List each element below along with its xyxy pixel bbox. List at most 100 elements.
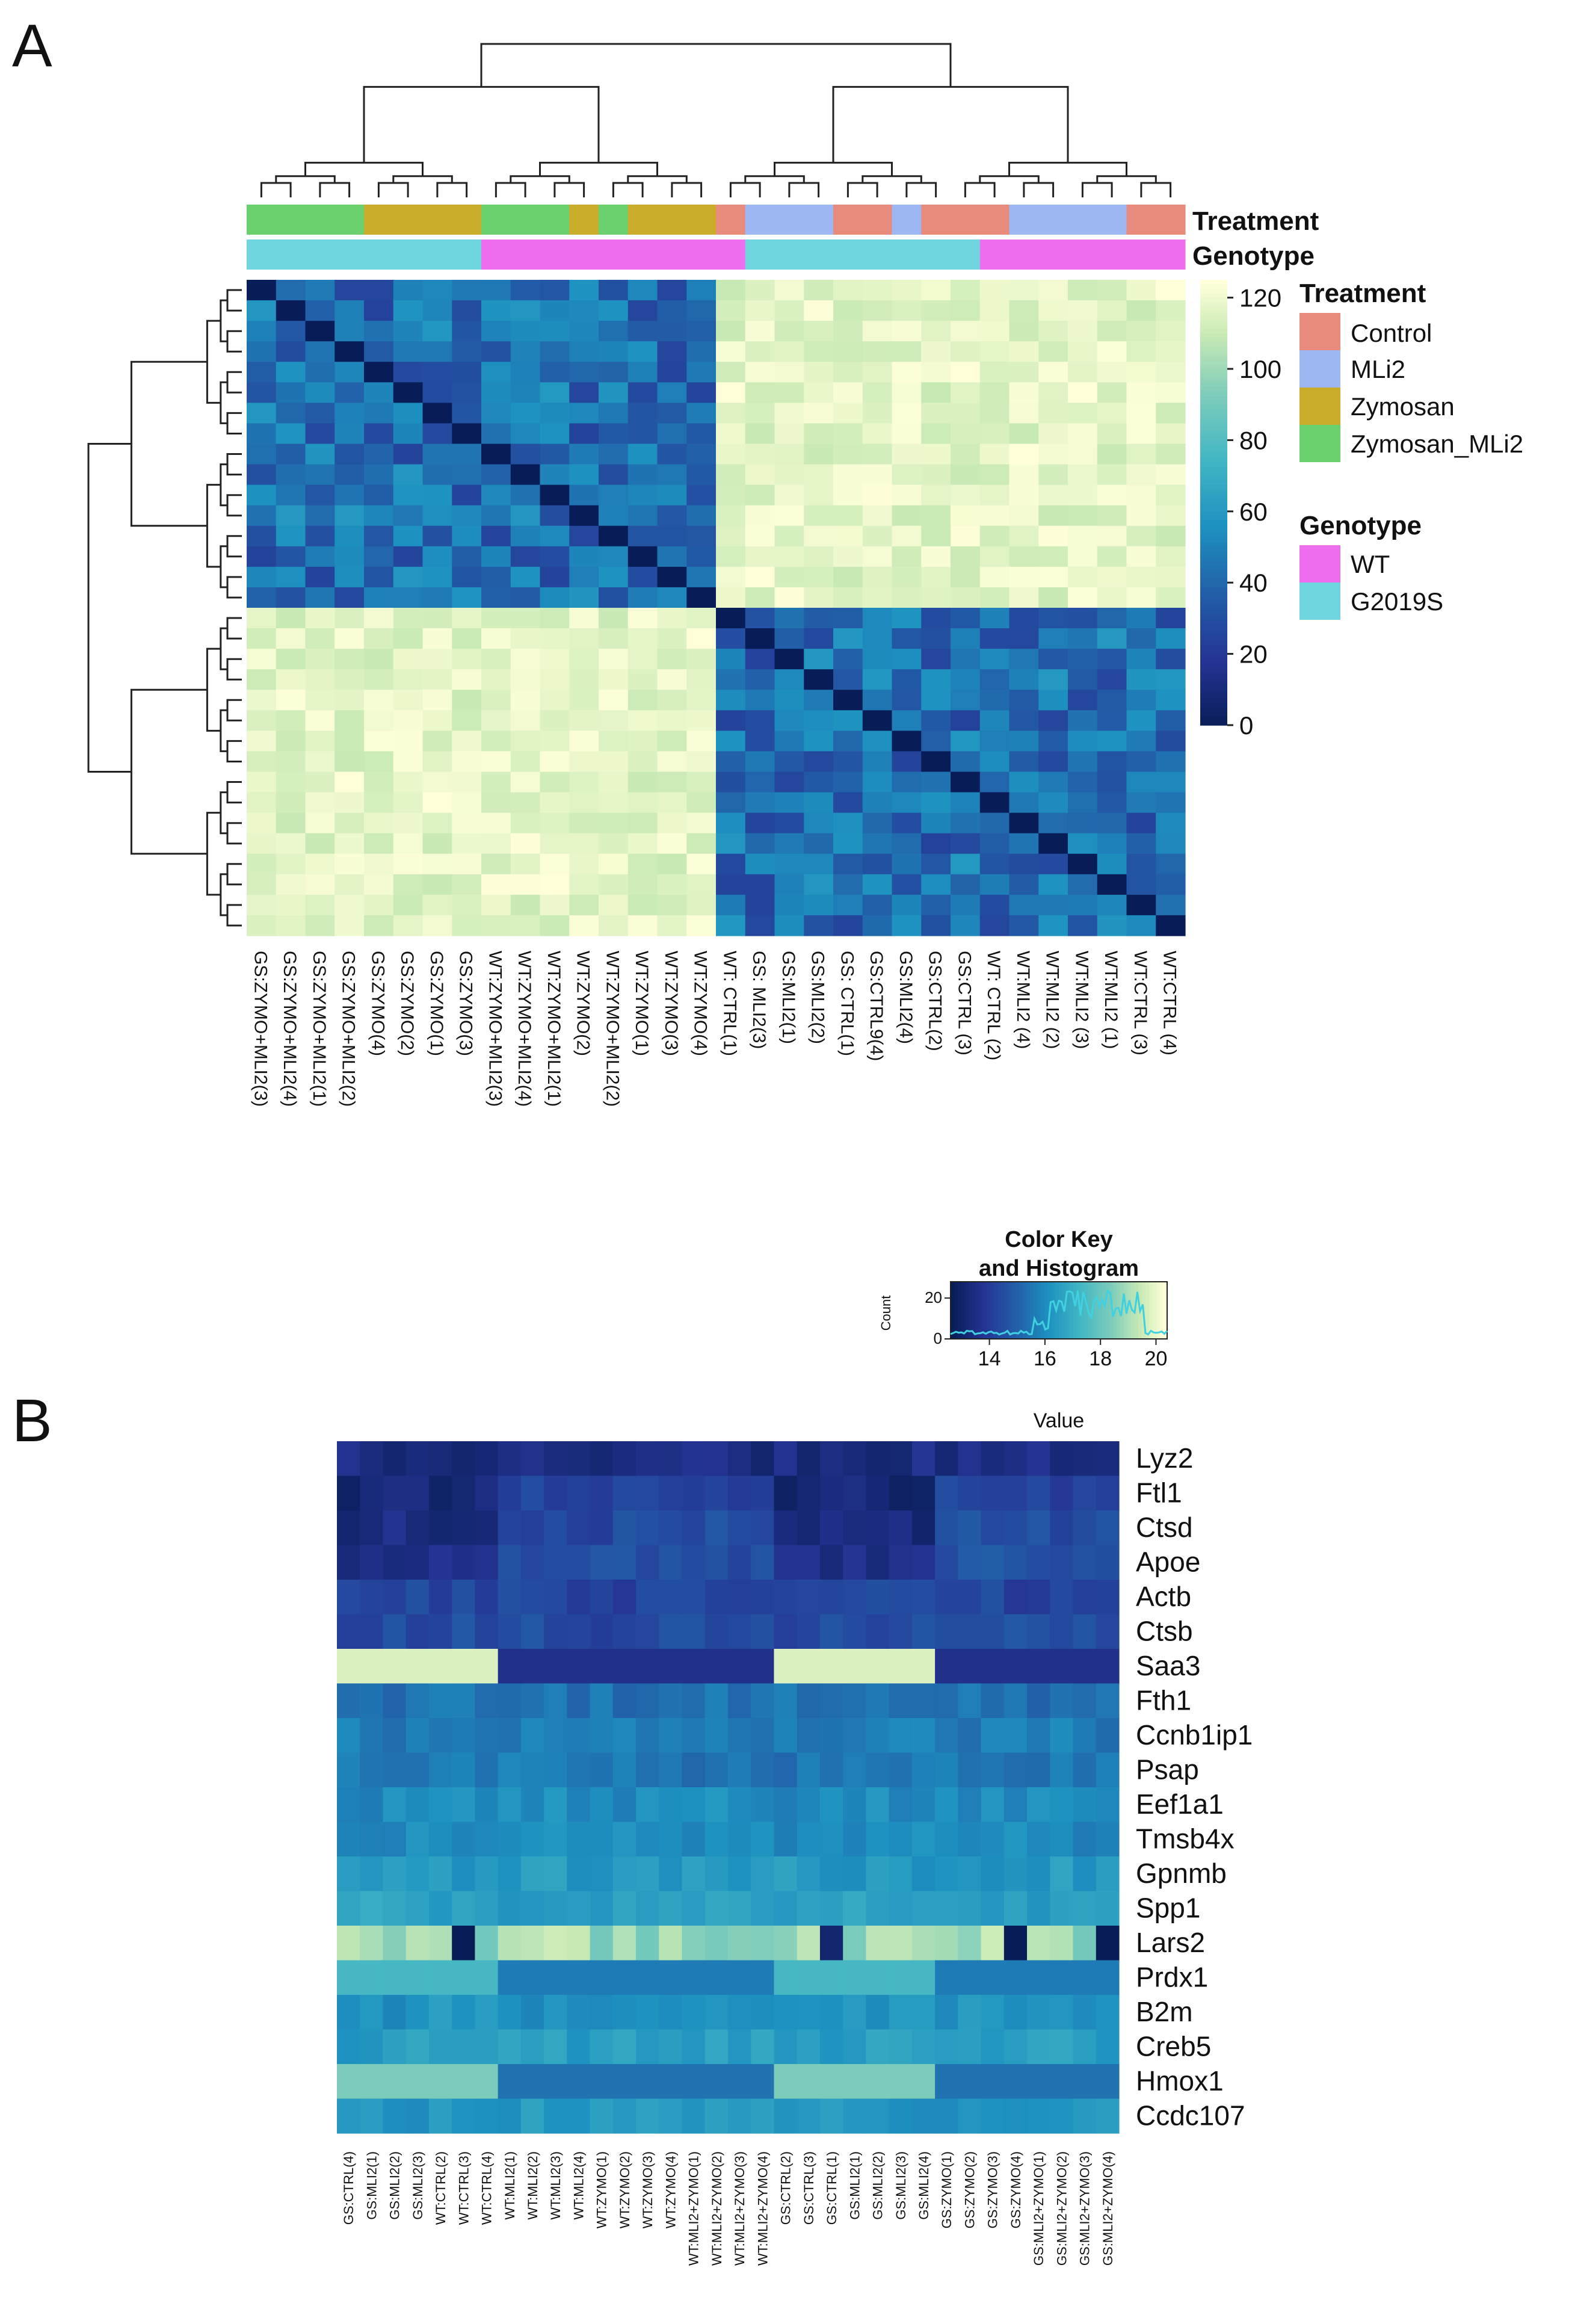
expression-cell <box>704 1614 729 1649</box>
distance-cell <box>599 751 629 773</box>
distance-cell <box>804 894 834 916</box>
distance-cell <box>364 546 394 567</box>
colorbar-segment <box>1200 458 1227 463</box>
distance-cell <box>1126 546 1156 567</box>
expression-cell <box>1050 1856 1074 1892</box>
distance-cell <box>422 300 452 321</box>
distance-cell <box>745 587 775 608</box>
sample-label: WT:ZYMO(3) <box>661 951 681 1056</box>
distance-cell <box>774 403 804 424</box>
distance-cell <box>1097 362 1127 383</box>
distance-cell <box>979 566 1010 588</box>
distance-cell <box>540 566 570 588</box>
treatment-annotation-cell <box>422 205 452 235</box>
distance-cell <box>569 423 599 445</box>
expression-cell <box>935 1545 958 1580</box>
expression-cell <box>337 1545 360 1580</box>
distance-cell <box>774 608 804 629</box>
distance-cell <box>334 280 365 301</box>
distance-cell <box>569 894 599 916</box>
distance-cell <box>393 792 424 814</box>
treatment-annotation-cell <box>686 205 717 235</box>
expression-cell <box>704 2098 729 2134</box>
expression-cell <box>452 1510 476 1546</box>
expression-cell <box>475 1960 499 1995</box>
color-key-xtick-label: 14 <box>978 1347 1001 1370</box>
distance-cell <box>1126 649 1156 670</box>
distance-cell <box>510 484 541 506</box>
distance-cell <box>452 812 482 834</box>
distance-cell <box>1068 710 1098 731</box>
colorbar-tick-label: 100 <box>1239 355 1281 383</box>
distance-cell <box>627 649 658 670</box>
expression-cell <box>475 1891 499 1926</box>
expression-cell <box>590 1545 614 1580</box>
distance-cell <box>804 382 834 403</box>
distance-cell <box>745 403 775 424</box>
expression-cell <box>590 1752 614 1788</box>
expression-cell <box>866 1787 890 1823</box>
distance-cell <box>627 525 658 547</box>
distance-cell <box>569 525 599 547</box>
distance-cell <box>510 403 541 424</box>
distance-cell <box>804 649 834 670</box>
expression-cell <box>567 1510 591 1546</box>
distance-cell <box>569 321 599 342</box>
colorbar-segment <box>1200 564 1227 570</box>
distance-cell <box>569 874 599 895</box>
expression-cell <box>612 2029 637 2065</box>
distance-cell <box>1038 403 1068 424</box>
expression-cell <box>405 1649 430 1684</box>
expression-cell <box>682 1649 706 1684</box>
expression-cell <box>958 1926 982 1961</box>
distance-cell <box>1038 731 1068 752</box>
distance-cell <box>657 525 687 547</box>
expression-cell <box>866 2029 890 2065</box>
distance-cell <box>1038 280 1068 301</box>
expression-cell <box>751 1787 775 1823</box>
expression-cell <box>1003 1614 1028 1649</box>
gene-label: Ccdc107 <box>1136 2100 1245 2131</box>
expression-cell <box>866 2098 890 2134</box>
expression-cell <box>843 1752 867 1788</box>
distance-cell <box>1097 341 1127 362</box>
distance-cell <box>951 321 981 342</box>
sample-label: GS:ZYMO(1) <box>939 2151 954 2228</box>
distance-cell <box>305 505 335 527</box>
colorbar-segment <box>1200 320 1227 325</box>
distance-cell <box>804 587 834 608</box>
expression-cell <box>337 2029 360 2065</box>
legend-swatch-g2019s <box>1299 583 1340 620</box>
distance-cell <box>657 751 687 773</box>
expression-cell <box>728 1718 751 1754</box>
expression-cell <box>774 1926 798 1961</box>
distance-cell <box>569 505 599 527</box>
distance-cell <box>833 300 863 321</box>
distance-cell <box>422 731 452 752</box>
distance-cell <box>305 833 335 855</box>
distance-cell <box>951 628 981 649</box>
row-dendrogram-branch <box>220 381 227 424</box>
distance-cell <box>276 608 306 629</box>
legend-label-zymosan: Zymosan <box>1351 392 1455 421</box>
distance-cell <box>452 751 482 773</box>
distance-cell <box>364 484 394 506</box>
expression-cell <box>911 1926 936 1961</box>
distance-cell <box>1009 443 1039 465</box>
expression-cell <box>866 1718 890 1754</box>
distance-cell <box>1068 280 1098 301</box>
distance-cell <box>892 300 922 321</box>
distance-cell <box>305 649 335 670</box>
distance-cell <box>686 874 717 895</box>
sample-label: GS:MLI2(3) <box>410 2151 425 2220</box>
distance-cell <box>247 341 277 362</box>
colorbar-segment <box>1200 431 1227 436</box>
distance-cell <box>745 341 775 362</box>
distance-cell <box>745 505 775 527</box>
expression-cell <box>797 1926 821 1961</box>
expression-cell <box>819 2029 843 2065</box>
distance-cell <box>745 710 775 731</box>
expression-cell <box>428 1787 452 1823</box>
colorbar-segment <box>1200 538 1227 543</box>
